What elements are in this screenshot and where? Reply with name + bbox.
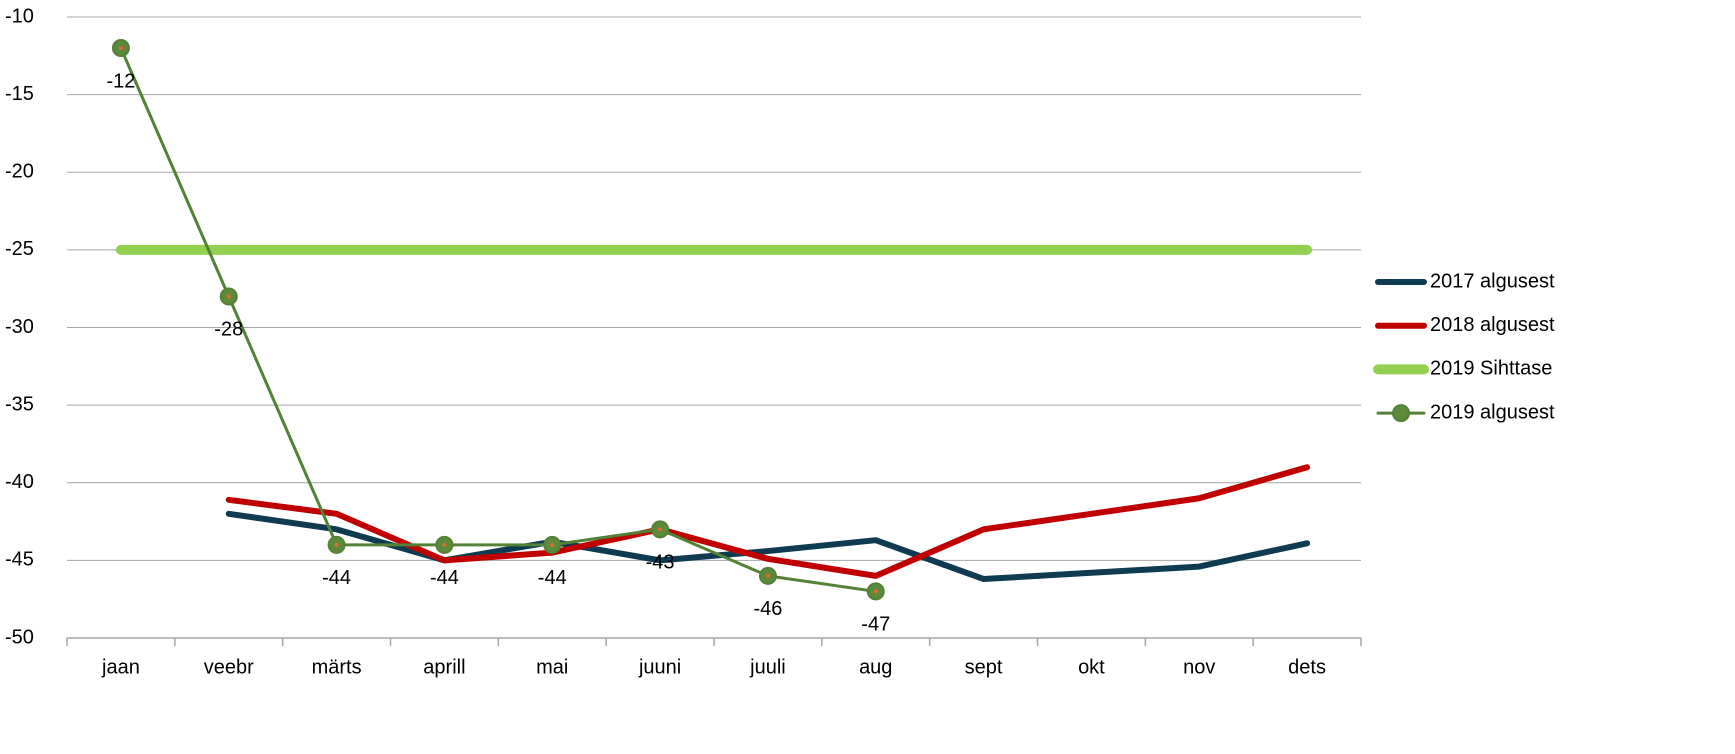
- data-label: -12: [106, 70, 135, 92]
- x-tick-label: juuli: [749, 656, 786, 678]
- y-tick-label: -20: [5, 161, 34, 183]
- y-tick-label: -10: [5, 5, 34, 27]
- data-label: -47: [861, 614, 890, 636]
- x-tick-label: veebr: [204, 656, 254, 678]
- x-tick-label: dets: [1288, 656, 1326, 678]
- series-line: [119, 46, 878, 593]
- legend-label: 2017 algusest: [1430, 270, 1555, 292]
- marker-center: [550, 542, 555, 547]
- x-tick-label: aug: [859, 656, 892, 678]
- y-tick-label: -25: [5, 238, 34, 260]
- x-tick-label: sept: [965, 656, 1003, 678]
- y-tick-label: -45: [5, 549, 34, 571]
- x-tick-label: okt: [1078, 656, 1105, 678]
- data-label: -44: [538, 567, 567, 589]
- legend-label: 2019 Sihttase: [1430, 358, 1552, 380]
- data-label: -43: [646, 552, 675, 574]
- marker-center: [765, 573, 770, 578]
- x-tick-label: märts: [312, 656, 362, 678]
- data-label: -44: [430, 567, 459, 589]
- marker-center: [118, 46, 123, 51]
- x-tick-label: juuni: [638, 656, 681, 678]
- marker-center: [442, 542, 447, 547]
- x-tick-label: nov: [1183, 656, 1215, 678]
- data-label: -28: [214, 319, 243, 341]
- marker-center: [334, 542, 339, 547]
- legend-label: 2019 algusest: [1430, 401, 1555, 423]
- marker-center: [226, 294, 231, 299]
- x-tick-label: jaan: [101, 656, 140, 678]
- y-tick-label: -50: [5, 626, 34, 648]
- marker-center: [658, 527, 663, 532]
- legend-marker: [1392, 404, 1410, 423]
- y-tick-label: -30: [5, 316, 34, 338]
- data-label: -44: [322, 567, 351, 589]
- x-tick-label: mai: [536, 656, 568, 678]
- marker-center: [873, 589, 878, 594]
- series-line: [225, 510, 1311, 583]
- y-tick-label: -40: [5, 471, 34, 493]
- legend-label: 2018 algusest: [1430, 314, 1555, 336]
- data-label: -46: [753, 598, 782, 620]
- y-tick-label: -15: [5, 83, 34, 105]
- series-line: [225, 464, 1311, 579]
- y-tick-label: -35: [5, 393, 34, 415]
- x-tick-label: aprill: [423, 656, 465, 678]
